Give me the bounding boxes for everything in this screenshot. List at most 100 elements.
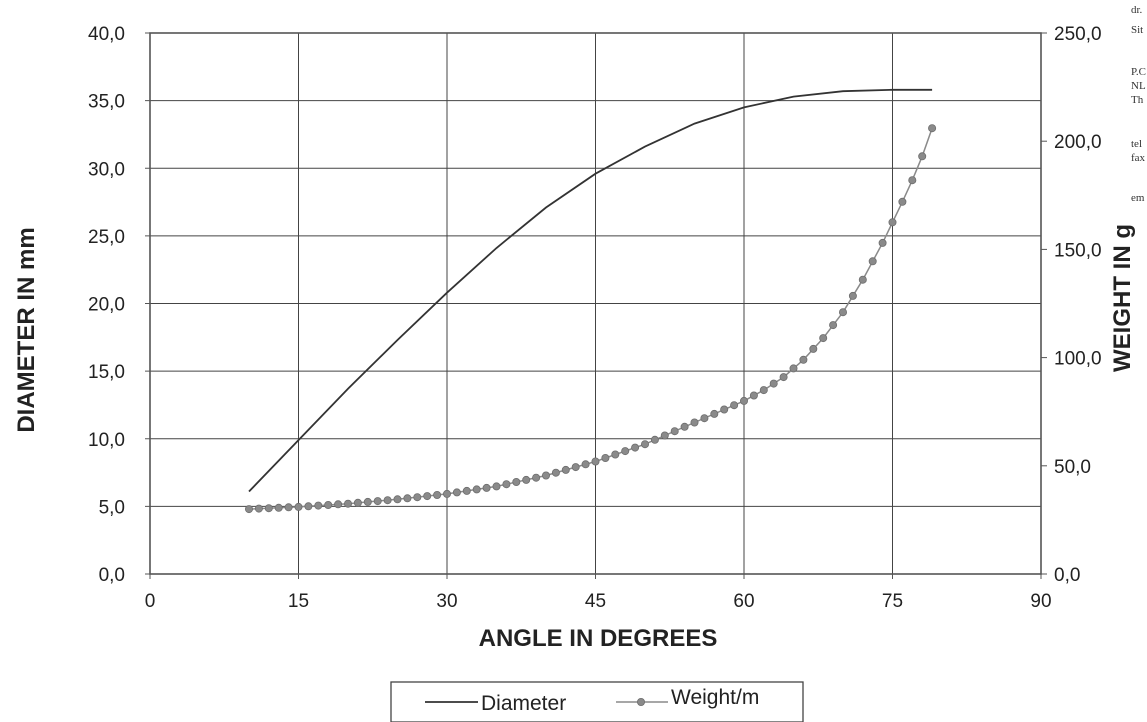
data-point-weight-m [413,493,422,502]
y-tick-label: 35,0 [88,92,125,113]
plot-frame [149,32,1042,575]
data-point-weight-m [650,435,659,444]
data-point-weight-m [829,321,838,330]
data-point-weight-m [740,396,749,405]
margin-text-fragment: dr. [1131,4,1143,16]
y2-axis-title: WEIGHT IN g [1109,224,1136,372]
series-line-diameter [248,88,933,493]
data-point-weight-m [888,218,897,227]
data-point-weight-m [482,483,491,492]
y2-tick-label: 200,0 [1054,132,1102,153]
y-tick-label: 20,0 [88,295,125,316]
data-point-weight-m [621,447,630,456]
y2-tick-label: 250,0 [1054,24,1102,45]
grid [150,32,1041,574]
data-point-weight-m [294,502,303,511]
y2-tick-label: 0,0 [1054,565,1080,586]
x-tick-label: 15 [288,591,309,612]
legend-diameter-label: Diameter [481,692,566,715]
data-point-weight-m [353,498,362,507]
data-point-weight-m [769,379,778,388]
x-tick-label: 45 [585,591,606,612]
data-point-weight-m [789,364,798,373]
data-point-weight-m [423,492,432,501]
margin-text-fragment: tel [1131,138,1142,150]
data-point-weight-m [502,480,511,489]
data-point-weight-m [324,500,333,509]
data-point-weight-m [383,496,392,505]
data-point-weight-m [591,457,600,466]
data-point-weight-m [878,238,887,247]
margin-text-fragment: Sit [1131,24,1143,36]
data-point-weight-m [809,344,818,353]
data-point-weight-m [542,471,551,480]
data-point-weight-m [403,494,412,503]
y2-tick-label: 100,0 [1054,349,1102,370]
data-point-weight-m [858,275,867,284]
data-point-weight-m [700,414,709,423]
margin-notes: dr. Sit P.C NL Th tel fax em [1131,4,1146,204]
data-point-weight-m [611,450,620,459]
data-point-weight-m [254,504,263,513]
data-point-weight-m [839,308,848,317]
data-point-weight-m [898,197,907,206]
data-point-weight-m [928,124,937,133]
legend-weight-label: Weight/m [671,686,759,709]
data-point-weight-m [641,440,650,449]
data-point-weight-m [452,488,461,497]
data-point-weight-m [551,468,560,477]
data-point-weight-m [680,422,689,431]
y-tick-label: 5,0 [99,497,125,518]
margin-text-fragment: Th [1131,94,1144,106]
data-point-weight-m [571,463,580,472]
data-point-weight-m [868,257,877,266]
x-tick-label: 60 [733,591,754,612]
series-layer [244,88,937,514]
x-tick-label: 75 [882,591,903,612]
data-point-weight-m [472,485,481,494]
data-point-weight-m [512,477,521,486]
data-point-weight-m [314,501,323,510]
x-tick-label: 30 [436,591,457,612]
data-point-weight-m [690,418,699,427]
y2-tick-label: 50,0 [1054,457,1091,478]
tick-labels: 0 15 30 45 60 75 900,05,010,015,020,025,030,03… [88,24,1102,612]
data-point-weight-m [343,499,352,508]
margin-text-fragment: fax [1131,152,1146,164]
data-point-weight-m [631,443,640,452]
data-point-weight-m [532,473,541,482]
data-point-weight-m [373,497,382,506]
x-tick-label: 90 [1030,591,1051,612]
y-tick-label: 30,0 [88,159,125,180]
data-point-weight-m [799,355,808,364]
data-point-weight-m [274,503,283,512]
data-point-weight-m [244,505,253,514]
margin-text-fragment: P.C [1131,66,1146,78]
data-point-weight-m [284,503,293,512]
data-point-weight-m [779,373,788,382]
y-tick-label: 0,0 [99,565,125,586]
y-axis-title: DIAMETER IN mm [13,227,40,432]
margin-text-fragment: em [1131,192,1145,204]
data-point-weight-m [918,152,927,161]
data-point-weight-m [908,176,917,185]
data-point-weight-m [581,460,590,469]
axes [145,32,1047,579]
data-point-weight-m [433,490,442,499]
data-point-weight-m [759,386,768,395]
data-point-weight-m [819,334,828,343]
x-axis-title: ANGLE IN DEGREES [479,625,718,652]
data-point-weight-m [393,495,402,504]
y-tick-label: 15,0 [88,362,125,383]
data-point-weight-m [462,486,471,495]
data-point-weight-m [363,497,372,506]
y-tick-label: 10,0 [88,430,125,451]
y-tick-label: 40,0 [88,24,125,45]
data-point-weight-m [601,453,610,462]
data-point-weight-m [670,427,679,436]
data-point-weight-m [492,482,501,491]
data-point-weight-m [561,465,570,474]
data-point-weight-m [749,391,758,400]
x-tick-label: 0 [145,591,156,612]
